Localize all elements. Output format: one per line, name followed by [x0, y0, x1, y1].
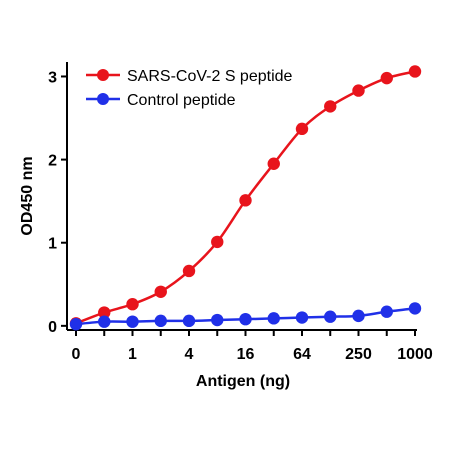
data-point-s-peptide-11	[380, 71, 393, 85]
data-point-control-3	[154, 314, 167, 328]
data-point-control-12	[408, 302, 422, 315]
x-tick-label-250: 250	[345, 346, 372, 363]
data-point-s-peptide-5	[211, 235, 224, 249]
series-points	[69, 65, 422, 331]
x-tick-label-1: 1	[128, 346, 137, 363]
data-point-control-11	[380, 305, 393, 318]
data-point-control-4	[182, 314, 196, 328]
legend: SARS-CoV-2 S peptide Control peptide	[86, 68, 293, 109]
data-point-control-7	[267, 312, 280, 325]
data-point-control-0	[69, 317, 83, 331]
data-point-s-peptide-4	[182, 264, 196, 278]
data-point-control-8	[295, 311, 309, 324]
data-point-s-peptide-2	[126, 298, 139, 311]
x-tick-label-4: 4	[185, 346, 194, 363]
legend-item-s-peptide: SARS-CoV-2 S peptide	[86, 68, 293, 85]
data-point-s-peptide-3	[154, 285, 167, 298]
x-tick-label-16: 16	[237, 346, 255, 363]
data-point-s-peptide-7	[267, 157, 280, 170]
y-tick-label-3: 3	[48, 69, 57, 86]
legend-marker-s-peptide	[97, 69, 109, 81]
data-point-s-peptide-6	[239, 194, 252, 207]
data-point-control-2	[126, 315, 139, 328]
y-tick-label-2: 2	[48, 153, 57, 170]
x-ticks: 0 1 4 16 64 250 1000	[72, 330, 433, 363]
x-tick-label-64: 64	[293, 346, 311, 363]
legend-item-control: Control peptide	[86, 92, 236, 109]
legend-marker-control	[97, 93, 109, 105]
legend-label-s-peptide: SARS-CoV-2 S peptide	[127, 68, 293, 85]
y-tick-label-1: 1	[48, 236, 57, 253]
y-tick-label-0: 0	[48, 319, 57, 336]
data-point-control-6	[239, 312, 252, 326]
x-tick-label-1000: 1000	[397, 346, 433, 363]
data-point-s-peptide-10	[352, 84, 365, 97]
data-point-s-peptide-8	[295, 122, 309, 136]
data-point-s-peptide-9	[324, 100, 337, 113]
x-axis-title: Antigen (ng)	[196, 373, 290, 390]
data-point-s-peptide-12	[408, 65, 422, 78]
legend-label-control: Control peptide	[127, 92, 236, 109]
y-axis-title: OD450 nm	[19, 156, 36, 235]
data-point-control-10	[352, 309, 365, 323]
data-point-control-1	[98, 315, 111, 328]
data-point-s-peptide-1	[98, 306, 111, 319]
y-ticks: 0 1 2 3	[48, 69, 67, 336]
x-tick-label-0: 0	[72, 346, 81, 363]
data-point-control-5	[211, 313, 224, 327]
data-point-control-9	[324, 310, 337, 323]
